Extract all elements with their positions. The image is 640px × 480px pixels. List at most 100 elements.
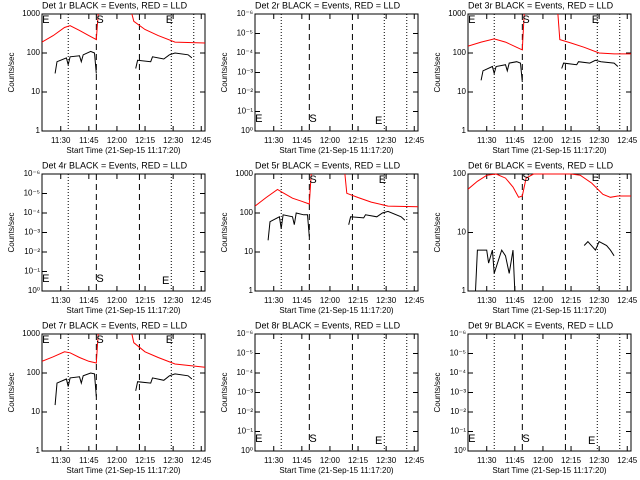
data-line xyxy=(255,173,418,208)
y-tick-label: 100 xyxy=(27,48,41,57)
x-tick-label: 11:30 xyxy=(51,296,71,305)
y-tick-label: 10⁻⁶ xyxy=(237,9,253,18)
panel: Det 8r BLACK = Events, RED = LLD Counts/s… xyxy=(220,320,425,475)
y-axis-label: Counts/sec xyxy=(433,52,442,92)
x-tick-label: 12:30 xyxy=(376,136,397,145)
x-tick-label: 11:30 xyxy=(264,296,284,305)
data-line xyxy=(54,372,193,406)
annotation: E xyxy=(255,433,262,445)
y-axis-label: Counts/sec xyxy=(7,52,16,92)
y-tick-label: 1000 xyxy=(448,9,466,18)
y-tick-label: 10⁻⁴ xyxy=(236,48,253,57)
y-tick-label: 10⁰ xyxy=(241,446,253,455)
x-tick-label: 12:45 xyxy=(191,296,212,305)
x-tick-label: 12:30 xyxy=(589,296,610,305)
x-tick-label: 12:00 xyxy=(320,296,341,305)
x-tick-label: 12:15 xyxy=(561,296,582,305)
x-tick-label: 12:30 xyxy=(589,456,610,465)
y-tick-label: 1 xyxy=(36,446,41,455)
y-tick-label: 10⁰ xyxy=(454,446,466,455)
x-tick-label: 11:30 xyxy=(477,136,497,145)
y-tick-label: 10⁻² xyxy=(450,407,466,416)
annotation: E xyxy=(42,14,49,26)
x-axis-label: Start Time (21-Sep-15 11:17:20) xyxy=(279,306,393,315)
annotation: E xyxy=(42,334,49,346)
panel: Det 2r BLACK = Events, RED = LLD Counts/s… xyxy=(220,0,425,155)
annotation: S xyxy=(96,14,103,26)
x-tick-label: 12:00 xyxy=(320,136,341,145)
annotation: E xyxy=(588,435,595,447)
x-tick-label: 12:45 xyxy=(617,136,638,145)
y-tick-label: 10⁻³ xyxy=(24,228,40,237)
y-tick-label: 10⁻⁵ xyxy=(237,29,253,38)
x-tick-label: 11:30 xyxy=(264,456,284,465)
x-tick-label: 12:00 xyxy=(533,296,554,305)
plot-frame xyxy=(41,13,206,132)
x-tick-label: 11:30 xyxy=(264,136,284,145)
data-line xyxy=(468,13,631,55)
data-line xyxy=(54,50,193,74)
annotation: E xyxy=(42,273,49,285)
x-tick-label: 12:45 xyxy=(617,456,638,465)
plot-frame xyxy=(254,173,419,292)
chart-title: Det 7r BLACK = Events, RED = LLD xyxy=(42,320,188,330)
annotation: S xyxy=(309,113,316,125)
chart-title: Det 1r BLACK = Events, RED = LLD xyxy=(42,0,188,10)
plot-frame xyxy=(467,173,632,292)
y-axis-label: Counts/sec xyxy=(220,52,229,92)
y-tick-label: 10⁻² xyxy=(237,87,253,96)
x-axis-label: Start Time (21-Sep-15 11:17:20) xyxy=(279,146,393,155)
x-tick-label: 12:30 xyxy=(163,136,184,145)
x-axis-label: Start Time (21-Sep-15 11:17:20) xyxy=(66,466,180,475)
data-line xyxy=(475,240,615,292)
annotation: E xyxy=(468,14,475,26)
x-tick-label: 12:15 xyxy=(348,136,369,145)
y-tick-label: 10 xyxy=(457,87,466,96)
chart-title: Det 2r BLACK = Events, RED = LLD xyxy=(255,0,401,10)
y-tick-label: 10 xyxy=(31,87,40,96)
x-axis-label: Start Time (21-Sep-15 11:17:20) xyxy=(66,306,180,315)
x-tick-label: 12:00 xyxy=(107,456,128,465)
chart-title: Det 6r BLACK = Events, RED = LLD xyxy=(468,160,614,170)
x-tick-label: 12:15 xyxy=(561,136,582,145)
x-tick-label: 11:45 xyxy=(505,136,525,145)
annotation: E xyxy=(592,14,599,26)
plot-frame xyxy=(41,173,206,292)
y-tick-label: 10⁻⁶ xyxy=(450,329,466,338)
annotation: S xyxy=(522,172,529,184)
plot-frame xyxy=(254,13,419,132)
y-tick-label: 1 xyxy=(462,286,467,295)
y-tick-label: 10 xyxy=(31,407,40,416)
y-tick-label: 10⁻² xyxy=(24,247,40,256)
x-tick-label: 12:15 xyxy=(561,456,582,465)
x-tick-label: 12:45 xyxy=(404,296,425,305)
y-tick-label: 10⁻³ xyxy=(237,68,253,77)
x-tick-label: 12:45 xyxy=(404,456,425,465)
panel: Det 6r BLACK = Events, RED = LLD Counts/s… xyxy=(433,160,638,315)
y-tick-label: 10⁻³ xyxy=(450,388,466,397)
x-tick-label: 12:30 xyxy=(163,296,184,305)
data-line xyxy=(42,13,205,44)
x-tick-label: 12:00 xyxy=(107,296,128,305)
panel: Det 4r BLACK = Events, RED = LLD Counts/s… xyxy=(7,160,212,315)
y-tick-label: 1 xyxy=(249,286,254,295)
x-tick-label: 12:15 xyxy=(348,456,369,465)
chart-title: Det 5r BLACK = Events, RED = LLD xyxy=(255,160,401,170)
chart-title: Det 3r BLACK = Events, RED = LLD xyxy=(468,0,614,10)
y-tick-label: 1000 xyxy=(22,329,40,338)
y-tick-label: 10⁰ xyxy=(28,286,40,295)
annotation: E xyxy=(162,275,169,287)
chart-title: Det 4r BLACK = Events, RED = LLD xyxy=(42,160,188,170)
annotation: E xyxy=(375,115,382,127)
x-tick-label: 12:30 xyxy=(376,296,397,305)
x-tick-label: 12:00 xyxy=(320,456,341,465)
annotation: S xyxy=(522,14,529,26)
y-tick-label: 10⁻⁵ xyxy=(450,349,466,358)
chart-title: Det 8r BLACK = Events, RED = LLD xyxy=(255,320,401,330)
x-tick-label: 11:30 xyxy=(51,456,71,465)
plot-frame xyxy=(254,333,419,452)
y-tick-label: 10 xyxy=(457,228,466,237)
y-tick-label: 1000 xyxy=(22,9,40,18)
y-tick-label: 10⁻³ xyxy=(237,388,253,397)
y-tick-label: 10⁻¹ xyxy=(450,427,466,436)
